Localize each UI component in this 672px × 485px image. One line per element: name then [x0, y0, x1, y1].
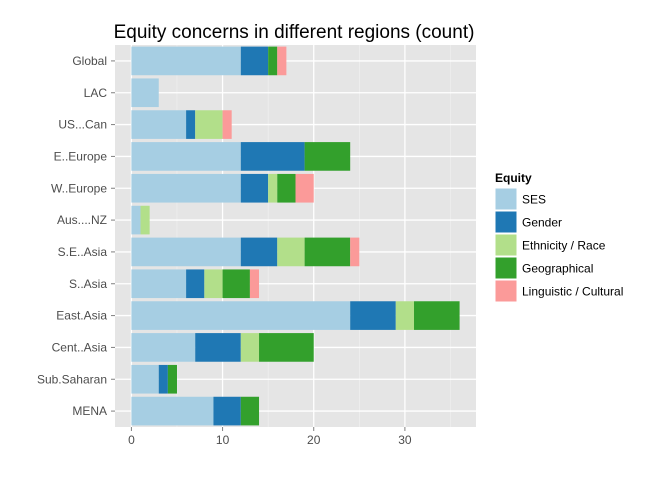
- legend: Equity SES Gender Ethnicity / Race Geographi…: [494, 171, 623, 303]
- legend-label: Geographical: [522, 262, 593, 276]
- legend-key-geographical: [494, 256, 518, 280]
- bar-east-asia-ses: [131, 301, 351, 330]
- bar-mena-ses: [131, 396, 214, 426]
- bar-global-geographical: [268, 46, 278, 76]
- legend-key-linguistic-cultural: [494, 279, 518, 303]
- bar-cent-asia-geographical: [259, 333, 314, 362]
- bar-us-can-ethnicity-race: [195, 110, 223, 139]
- bar-sub-saharan-ses: [131, 364, 159, 394]
- bar-s-asia-ethnicity-race: [204, 269, 223, 299]
- legend-label: Linguistic / Cultural: [522, 285, 623, 299]
- x-tick-label: 30: [398, 433, 412, 447]
- y-tick-label: S.E..Asia: [58, 245, 108, 259]
- bar-aus-nz-ses: [131, 205, 141, 235]
- bar-w-europe-linguistic-cultural: [295, 173, 314, 203]
- y-tick-label: E..Europe: [54, 149, 108, 163]
- y-tick-label: S..Asia: [69, 277, 107, 291]
- bar-lac-ses: [131, 78, 159, 108]
- bar-w-europe-geographical: [277, 173, 296, 203]
- bar-mena-gender: [213, 396, 241, 426]
- bar-cent-asia-ethnicity-race: [240, 333, 260, 362]
- y-tick-label: MENA: [72, 404, 107, 418]
- bar-east-asia-geographical: [414, 301, 460, 330]
- chart-title: Equity concerns in different regions (co…: [114, 22, 475, 43]
- bar-us-can-ses: [131, 110, 187, 139]
- bar-east-asia-ethnicity-race: [395, 301, 415, 330]
- y-tick-label: East.Asia: [56, 309, 107, 323]
- bar-w-europe-ethnicity-race: [268, 173, 278, 203]
- bar-east-asia-gender: [350, 301, 396, 330]
- bar-e-europe-ses: [131, 142, 241, 171]
- legend-label: SES: [522, 193, 546, 207]
- legend-key-ses: [494, 187, 518, 211]
- legend-label: Gender: [522, 216, 562, 230]
- y-tick-label: W..Europe: [51, 181, 107, 195]
- bar-s-asia-ses: [131, 269, 187, 299]
- bar-aus-nz-ethnicity-race: [140, 205, 150, 235]
- legend-title: Equity: [495, 171, 532, 185]
- x-axis: 0 10 20 30: [128, 427, 412, 447]
- bars: [131, 46, 460, 426]
- legend-key-ethnicity-race: [494, 233, 518, 257]
- bar-s-e-asia-gender: [240, 237, 278, 267]
- bar-e-europe-gender: [240, 142, 305, 171]
- bar-w-europe-ses: [131, 173, 241, 203]
- bar-cent-asia-gender: [195, 333, 241, 362]
- bar-sub-saharan-geographical: [167, 364, 177, 394]
- legend-key-gender: [494, 210, 518, 234]
- bar-us-can-linguistic-cultural: [222, 110, 232, 139]
- bar-s-e-asia-ethnicity-race: [277, 237, 305, 267]
- y-tick-label: Sub.Saharan: [37, 372, 107, 386]
- y-tick-label: Cent..Asia: [52, 340, 108, 354]
- y-tick-label: LAC: [84, 86, 108, 100]
- bar-s-asia-gender: [186, 269, 205, 299]
- x-tick-label: 0: [128, 433, 135, 447]
- x-tick-label: 20: [307, 433, 321, 447]
- bar-cent-asia-ses: [131, 333, 196, 362]
- bar-global-gender: [240, 46, 269, 76]
- y-tick-label: Aus....NZ: [57, 213, 107, 227]
- bar-mena-geographical: [240, 396, 260, 426]
- bar-s-asia-geographical: [222, 269, 250, 299]
- y-tick-label: Global: [72, 54, 107, 68]
- bar-s-e-asia-linguistic-cultural: [350, 237, 360, 267]
- y-axis: Global LAC US...Can E..Europe W..Europe Aus..…: [37, 54, 115, 418]
- bar-sub-saharan-gender: [158, 364, 168, 394]
- bar-s-e-asia-ses: [131, 237, 241, 267]
- x-tick-label: 10: [216, 433, 230, 447]
- bar-s-e-asia-geographical: [304, 237, 351, 267]
- plot-background: [115, 45, 476, 427]
- bar-w-europe-gender: [240, 173, 269, 203]
- y-tick-label: US...Can: [58, 118, 107, 132]
- bar-s-asia-linguistic-cultural: [249, 269, 260, 299]
- bar-e-europe-geographical: [304, 142, 351, 171]
- bar-us-can-gender: [186, 110, 196, 139]
- bar-global-ses: [131, 46, 241, 76]
- bar-global-linguistic-cultural: [277, 46, 287, 76]
- legend-label: Ethnicity / Race: [522, 239, 606, 253]
